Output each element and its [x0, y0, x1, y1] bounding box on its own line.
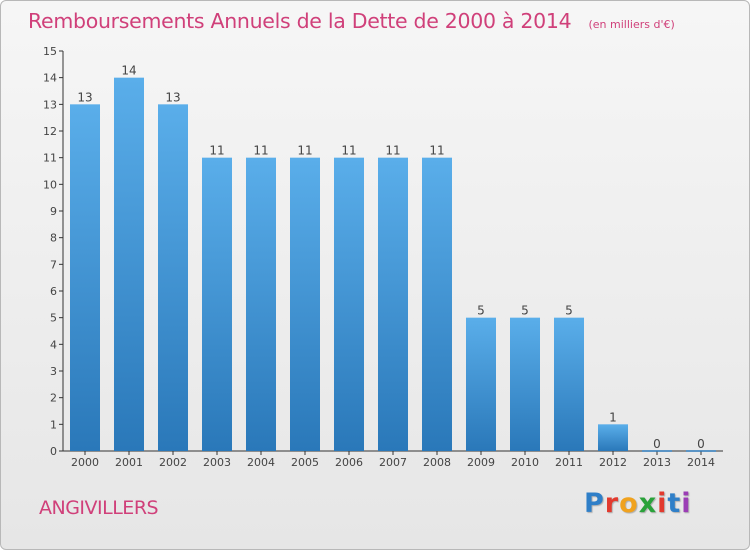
- bar: [554, 317, 584, 451]
- x-tick-label: 2000: [71, 456, 99, 469]
- bar: [70, 104, 100, 451]
- data-labels: 13 14 13 11 11 11 11 11 11 5 5 5 1 0 0: [77, 64, 704, 451]
- x-tick-label: 2007: [379, 456, 407, 469]
- data-label: 11: [209, 144, 224, 158]
- x-tick-label: 2014: [687, 456, 715, 469]
- y-tick-label: 7: [50, 258, 57, 271]
- x-tick-label: 2011: [555, 456, 583, 469]
- x-tick-label: 2008: [423, 456, 451, 469]
- x-tick-label: 2001: [115, 456, 143, 469]
- y-tick-label: 9: [50, 205, 57, 218]
- data-label: 13: [77, 90, 92, 104]
- chart-subtitle: (en milliers d'€): [588, 18, 675, 31]
- x-tick-label: 2010: [511, 456, 539, 469]
- y-tick-label: 4: [50, 338, 57, 351]
- x-tick-label: 2002: [159, 456, 187, 469]
- x-tick-label: 2013: [643, 456, 671, 469]
- brand-letter: i: [657, 488, 668, 519]
- data-label: 0: [653, 437, 661, 451]
- brand-letter: r: [604, 488, 620, 519]
- data-label: 5: [521, 304, 529, 318]
- bar: [378, 157, 408, 451]
- bars: [70, 77, 716, 452]
- bar: [510, 317, 540, 451]
- proxiti-logo[interactable]: Proxiti: [584, 488, 692, 519]
- chart-title: Remboursements Annuels de la Dette de 20…: [28, 9, 572, 33]
- data-label: 11: [385, 144, 400, 158]
- y-tick-label: 10: [43, 178, 57, 191]
- y-tick-label: 0: [50, 445, 57, 458]
- y-tick-label: 5: [50, 312, 57, 325]
- data-label: 1: [609, 410, 617, 424]
- bar: [466, 317, 496, 451]
- y-tick-label: 8: [50, 232, 57, 245]
- bar: [114, 77, 144, 452]
- bar: [290, 157, 320, 451]
- bar: [334, 157, 364, 451]
- y-tick-label: 11: [43, 152, 57, 165]
- brand-letter: o: [619, 488, 639, 519]
- x-tick-label: 2005: [291, 456, 319, 469]
- y-tick-label: 3: [50, 365, 57, 378]
- bar: [246, 157, 276, 451]
- bar: [202, 157, 232, 451]
- y-tick-label: 2: [50, 392, 57, 405]
- data-label: 13: [165, 90, 180, 104]
- x-tick-label: 2006: [335, 456, 363, 469]
- y-tick-label: 13: [43, 98, 57, 111]
- bar: [158, 104, 188, 451]
- data-label: 11: [341, 144, 356, 158]
- brand-letter: t: [667, 488, 682, 519]
- brand-letter: i: [681, 488, 692, 519]
- brand-letter: P: [584, 488, 605, 519]
- brand-letter: x: [638, 488, 658, 519]
- y-tick-label: 6: [50, 285, 57, 298]
- data-label: 0: [697, 437, 705, 451]
- x-axis: 2000 2001 2002 2003 2004 2005 2006 2007 2008 2009…: [63, 450, 723, 469]
- bar: [422, 157, 452, 451]
- x-tick-label: 2009: [467, 456, 495, 469]
- y-tick-label: 1: [50, 418, 57, 431]
- x-tick-label: 2012: [599, 456, 627, 469]
- y-tick-label: 15: [43, 45, 57, 58]
- bar: [598, 424, 628, 451]
- y-tick-label: 12: [43, 125, 57, 138]
- data-label: 11: [253, 144, 268, 158]
- x-tick-label: 2004: [247, 456, 275, 469]
- data-label: 14: [121, 64, 136, 78]
- data-label: 11: [297, 144, 312, 158]
- title-row: Remboursements Annuels de la Dette de 20…: [28, 9, 675, 33]
- commune-name: ANGIVILLERS: [39, 497, 159, 519]
- data-label: 11: [429, 144, 444, 158]
- x-tick-label: 2003: [203, 456, 231, 469]
- data-label: 5: [477, 304, 485, 318]
- y-tick-label: 14: [43, 72, 57, 85]
- data-label: 5: [565, 304, 573, 318]
